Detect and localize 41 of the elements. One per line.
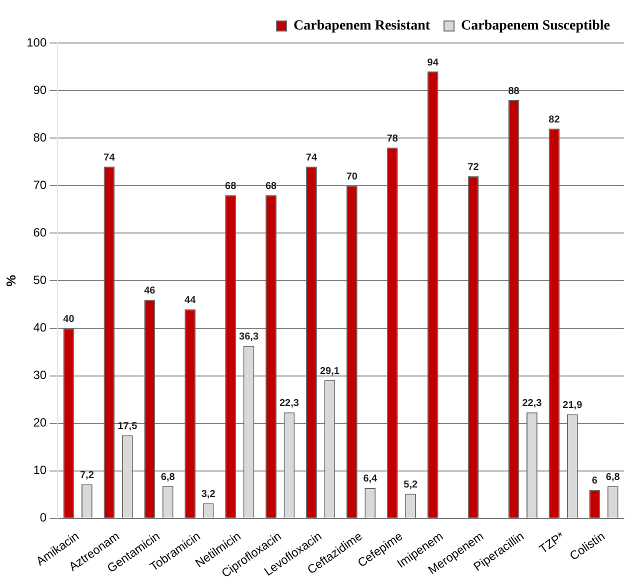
legend-label: Carbapenem Resistant	[294, 18, 430, 34]
data-label: 94	[427, 57, 439, 68]
data-label: 40	[63, 314, 75, 325]
data-label: 29,1	[320, 366, 340, 377]
y-tick-label: 20	[33, 416, 47, 430]
data-label: 21,9	[562, 400, 583, 412]
data-label: 17,5	[118, 420, 138, 432]
y-tick-label: 0	[40, 510, 47, 525]
x-tick-label: TZP*	[536, 528, 568, 556]
data-label: 6	[592, 476, 598, 487]
data-label: 36,3	[239, 332, 259, 343]
y-tick-label: 100	[26, 35, 47, 50]
data-label: 82	[548, 114, 560, 126]
data-label: 22,3	[279, 398, 300, 410]
data-label: 88	[508, 86, 520, 97]
y-tick-label: 50	[33, 273, 47, 288]
data-label: 46	[144, 285, 156, 296]
data-label: 74	[306, 152, 318, 164]
y-axis-title: %	[3, 274, 18, 286]
data-label: 78	[386, 133, 398, 144]
y-tick-label: 90	[33, 82, 47, 97]
y-tick-label: 10	[33, 463, 47, 478]
data-label: 74	[104, 152, 116, 164]
data-label: 68	[225, 180, 237, 192]
y-tick-label: 70	[33, 178, 47, 192]
data-label: 7,2	[80, 470, 94, 481]
data-label: 72	[468, 162, 480, 173]
data-label: 3,2	[201, 488, 216, 500]
data-label: 6,4	[363, 474, 378, 485]
data-label: 22,3	[522, 398, 542, 410]
y-tick-label: 80	[33, 130, 47, 144]
y-tick-label: 40	[33, 320, 47, 335]
y-tick-label: 30	[33, 368, 47, 382]
data-label: 5,2	[404, 479, 418, 490]
data-label: 44	[184, 294, 196, 306]
data-label: 6,8	[606, 472, 620, 483]
y-tick-label: 60	[33, 225, 47, 240]
legend-label: Carbapenem Susceptible	[461, 18, 610, 34]
data-label: 70	[346, 171, 358, 182]
data-label: 68	[265, 180, 278, 192]
data-label: 6,8	[160, 472, 176, 483]
